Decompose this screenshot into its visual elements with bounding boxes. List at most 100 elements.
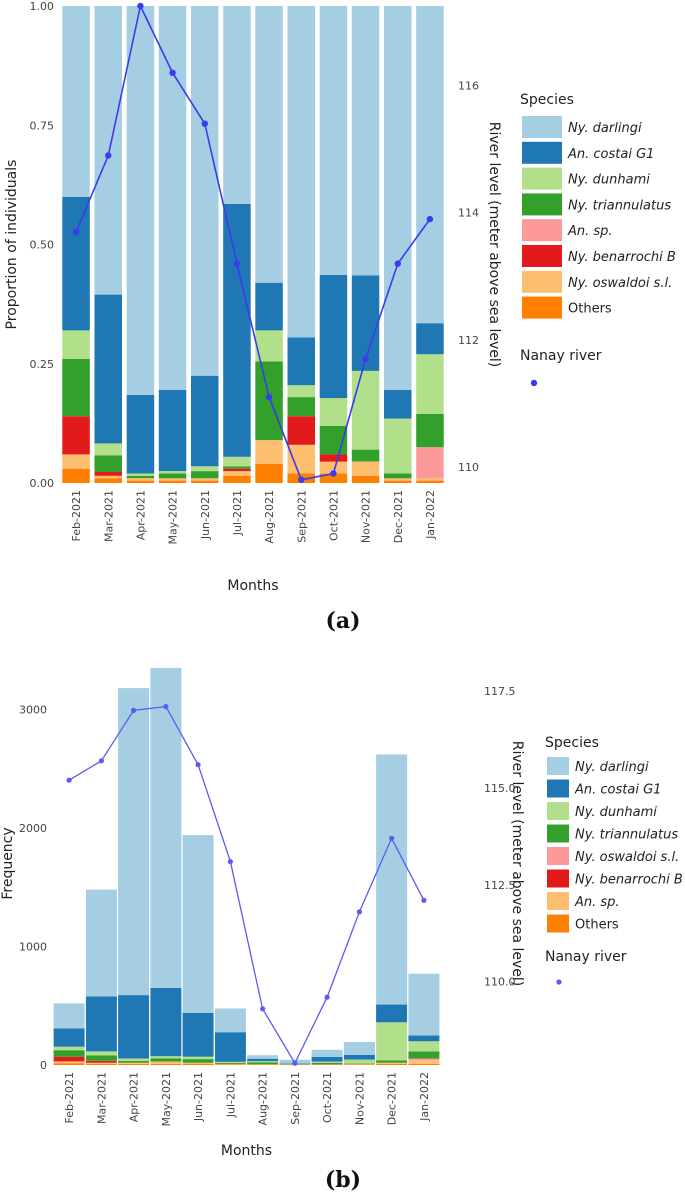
panel-b-x-tick-label: May-2021 bbox=[160, 1072, 173, 1127]
panel-a-x-tick-label: Jul-2021 bbox=[231, 490, 244, 536]
panel-a-bar-ny-benarrochi-b-mar-2021 bbox=[94, 472, 122, 476]
panel-a-legend-swatch-ny-triannulatus bbox=[522, 193, 562, 216]
panel-b-bar-ny-dunhami-dec-2021 bbox=[376, 1022, 408, 1061]
panel-b-x-tick-label: Jan-2022 bbox=[418, 1072, 431, 1122]
panel-a-river-point-jan-2022 bbox=[426, 215, 434, 223]
panel-b-river-point-dec-2021 bbox=[389, 835, 395, 841]
panel-a-bar-an-costai-g1-nov-2021 bbox=[351, 275, 380, 371]
panel-a-bar-ny-triannulatus-nov-2021 bbox=[351, 449, 380, 462]
panel-a-bar-ny-triannulatus-feb-2021 bbox=[62, 359, 90, 417]
panel-b-bar-an-sp-nov-2021 bbox=[343, 1063, 375, 1065]
panel-a-bar-ny-darlingi-feb-2021 bbox=[62, 6, 90, 197]
panel-a-river-point-oct-2021 bbox=[330, 470, 337, 477]
panel-b-river-point-jun-2021 bbox=[195, 762, 201, 768]
panel-b-y2-axis-title: River level (meter above sea level) bbox=[509, 741, 525, 987]
panel-a-bar-others-nov-2021 bbox=[351, 475, 380, 483]
panel-a-legend-swatch-ny-oswaldoi-s-l bbox=[522, 270, 562, 293]
panel-b-bar-others-may-2021 bbox=[150, 1063, 182, 1065]
panel-a-bar-an-sp-jan-2022 bbox=[416, 447, 444, 479]
panel-b-bar-ny-dunhami-feb-2021 bbox=[53, 1046, 85, 1051]
panel-a-bar-ny-dunhami-nov-2021 bbox=[351, 370, 380, 450]
panel-b-bar-an-costai-g1-jan-2022 bbox=[408, 1035, 440, 1042]
panel-b-x-tick-label: Jul-2021 bbox=[224, 1072, 237, 1118]
panel-a-bar-ny-dunhami-jan-2022 bbox=[416, 354, 444, 414]
panel-b-legend-swatch-ny-darlingi bbox=[547, 757, 569, 775]
panel-b-legend-swatch-an-sp bbox=[547, 892, 569, 910]
panel-b-y2-tick-label: 115.0 bbox=[484, 782, 516, 795]
panel-b-bar-ny-triannulatus-nov-2021 bbox=[343, 1063, 375, 1064]
panel-b-bar-ny-darlingi-jun-2021 bbox=[182, 835, 214, 1013]
panel-a-bar-an-costai-g1-may-2021 bbox=[158, 390, 187, 472]
panel-b-bar-an-sp-apr-2021 bbox=[118, 1062, 150, 1064]
panel-b-bar-ny-darlingi-jul-2021 bbox=[214, 1008, 246, 1033]
panel-b-legend-swatch-an-costai-g1 bbox=[547, 779, 569, 798]
panel-a-x-tick-label: Oct-2021 bbox=[327, 490, 340, 541]
panel-b-river-point-feb-2021 bbox=[66, 777, 72, 783]
panel-a-bar-others-may-2021 bbox=[158, 480, 187, 483]
panel-b-x-tick-label: Dec-2021 bbox=[386, 1072, 399, 1125]
panel-a-y-tick-label: 0.25 bbox=[30, 358, 55, 371]
panel-b-bar-others-mar-2021 bbox=[85, 1063, 117, 1065]
panel-a-river-point-aug-2021 bbox=[265, 393, 273, 401]
panel-b-bar-ny-dunhami-mar-2021 bbox=[85, 1051, 117, 1056]
panel-b-legend-label-ny-darlingi: Ny. darlingi bbox=[575, 760, 649, 775]
panel-a-bar-ny-triannulatus-apr-2021 bbox=[126, 475, 155, 479]
panel-a-x-tick-label: Dec-2021 bbox=[392, 490, 405, 543]
panel-a-river-point-sep-2021 bbox=[298, 476, 305, 483]
panel-a-x-tick-label: Mar-2021 bbox=[102, 490, 115, 542]
panel-b-river-point-mar-2021 bbox=[98, 758, 104, 764]
panel-a-bar-ny-oswaldoi-s-l-jul-2021 bbox=[223, 471, 251, 476]
panel-b-bar-an-costai-g1-feb-2021 bbox=[53, 1028, 85, 1047]
panel-a-river-point-mar-2021 bbox=[105, 152, 112, 159]
panel-a-y2-tick-label: 110 bbox=[458, 461, 479, 474]
panel-b-x-tick-label: Nov-2021 bbox=[353, 1072, 366, 1125]
panel-a-river-point-nov-2021 bbox=[362, 355, 369, 363]
panel-a-x-axis-title: Months bbox=[227, 578, 278, 594]
panel-b-river-line bbox=[68, 705, 425, 1065]
panel-b-legend-line-title: Nanay river bbox=[545, 949, 627, 965]
panel-a-bar-ny-dunhami-sep-2021 bbox=[287, 385, 315, 398]
panel-b-bar-an-costai-g1-jul-2021 bbox=[214, 1032, 246, 1062]
panel-a-bar-an-costai-g1-apr-2021 bbox=[126, 394, 155, 474]
panel-a-bar-ny-dunhami-oct-2021 bbox=[319, 398, 348, 426]
panel-a-bar-others-jul-2021 bbox=[223, 475, 251, 483]
panel-a-y-tick-label: 0.50 bbox=[30, 239, 55, 252]
panel-b-x-tick-label: Aug-2021 bbox=[257, 1072, 270, 1125]
panel-b-bar-ny-dunhami-nov-2021 bbox=[343, 1059, 375, 1064]
panel-b-bar-an-costai-g1-aug-2021 bbox=[247, 1058, 279, 1062]
panel-a-legend-label-ny-oswaldoi-s-l: Ny. oswaldoi s.l. bbox=[568, 276, 672, 291]
panel-a-x-tick-label: Jun-2021 bbox=[199, 490, 212, 540]
panel-a-bar-others-jan-2022 bbox=[416, 480, 444, 483]
panel-a-y-tick-label: 1.00 bbox=[30, 0, 55, 13]
panel-b-x-tick-label: Feb-2021 bbox=[63, 1072, 76, 1123]
panel-b-river-point-apr-2021 bbox=[131, 707, 137, 714]
panel-a-bar-ny-oswaldoi-s-l-may-2021 bbox=[158, 478, 187, 481]
panel-a-bar-ny-darlingi-jan-2022 bbox=[416, 6, 444, 324]
panel-b-y-tick-label: 1000 bbox=[19, 940, 47, 953]
panel-b-legend-label-ny-oswaldoi-s-l: Ny. oswaldoi s.l. bbox=[575, 850, 679, 865]
panel-a-bar-an-costai-g1-dec-2021 bbox=[384, 390, 412, 419]
panel-a-legend-label-an-costai-g1: An. costai G1 bbox=[567, 147, 654, 162]
panel-a-river-point-dec-2021 bbox=[394, 260, 401, 267]
panel-a-bar-ny-oswaldoi-s-l-oct-2021 bbox=[319, 461, 348, 474]
panel-b-bar-an-sp-feb-2021 bbox=[53, 1061, 85, 1064]
panel-a-river-point-may-2021 bbox=[169, 69, 176, 77]
panel-b-river-point-nov-2021 bbox=[356, 909, 362, 915]
panel-b-bar-ny-triannulatus-feb-2021 bbox=[53, 1050, 85, 1057]
panel-a-x-tick-label: Apr-2021 bbox=[134, 490, 147, 540]
panel-a-x-tick-label: May-2021 bbox=[167, 490, 180, 545]
panel-b-bar-ny-benarrochi-b-mar-2021 bbox=[85, 1060, 117, 1063]
panel-b-river-point-jan-2022 bbox=[421, 897, 427, 903]
panel-b-legend-swatch-ny-dunhami bbox=[547, 802, 569, 820]
panel-a-bar-ny-dunhami-feb-2021 bbox=[62, 330, 90, 359]
panel-b-y2-tick-label: 110.0 bbox=[484, 976, 516, 989]
panel-b-x-tick-label: Jun-2021 bbox=[192, 1072, 205, 1122]
panel-a-legend-swatch-ny-dunhami bbox=[522, 167, 562, 190]
panel-b-label: (b) bbox=[325, 1167, 361, 1193]
panel-a-bar-ny-dunhami-mar-2021 bbox=[94, 443, 122, 456]
panel-b-legend-label-ny-dunhami: Ny. dunhami bbox=[575, 805, 657, 820]
panel-a-legend-swatch-an-costai-g1 bbox=[522, 141, 562, 164]
panel-a-x-tick-label: Nov-2021 bbox=[360, 490, 373, 543]
panel-a-x-tick-label: Jan-2022 bbox=[424, 490, 437, 540]
panel-b-y2-tick-label: 112.5 bbox=[484, 879, 516, 892]
